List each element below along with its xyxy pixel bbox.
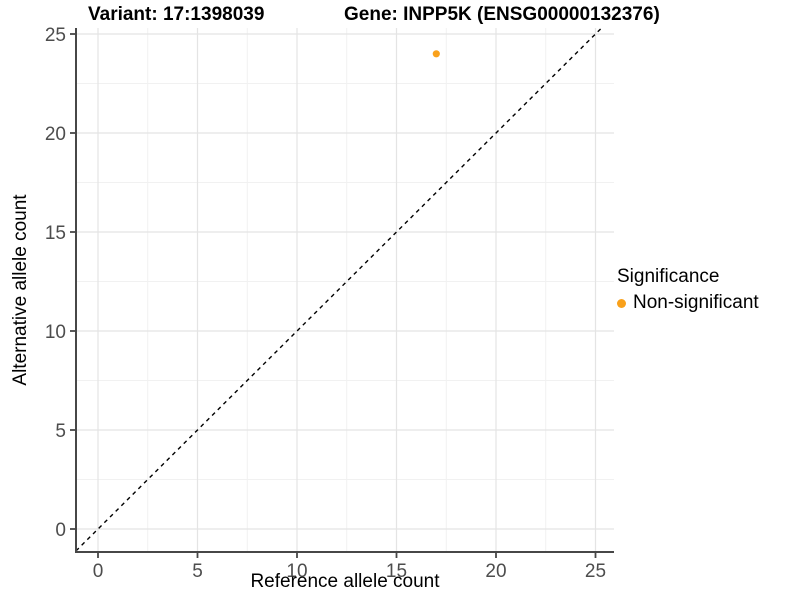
legend-swatch-icon: [617, 298, 626, 308]
svg-text:20: 20: [45, 124, 66, 145]
svg-text:25: 25: [45, 25, 66, 46]
svg-text:10: 10: [286, 561, 307, 582]
plot-title-variant: Variant: 17:1398039: [88, 4, 265, 25]
svg-text:5: 5: [55, 421, 66, 442]
legend-title: Significance: [617, 266, 720, 287]
legend-entry: Non-significant: [617, 292, 759, 314]
plot-title-gene: Gene: INPP5K (ENSG00000132376): [344, 4, 660, 25]
svg-text:10: 10: [45, 322, 66, 343]
svg-text:5: 5: [192, 561, 203, 582]
svg-text:20: 20: [485, 561, 506, 582]
x-axis-label: Reference allele count: [250, 571, 440, 592]
svg-text:25: 25: [585, 561, 606, 582]
legend-entry-label: Non-significant: [633, 292, 759, 313]
svg-text:0: 0: [93, 561, 104, 582]
svg-text:0: 0: [55, 520, 66, 541]
svg-text:15: 15: [386, 561, 407, 582]
svg-text:15: 15: [45, 223, 66, 244]
y-axis-label: Alternative allele count: [10, 194, 31, 386]
legend: Significance Non-significant: [617, 266, 759, 314]
